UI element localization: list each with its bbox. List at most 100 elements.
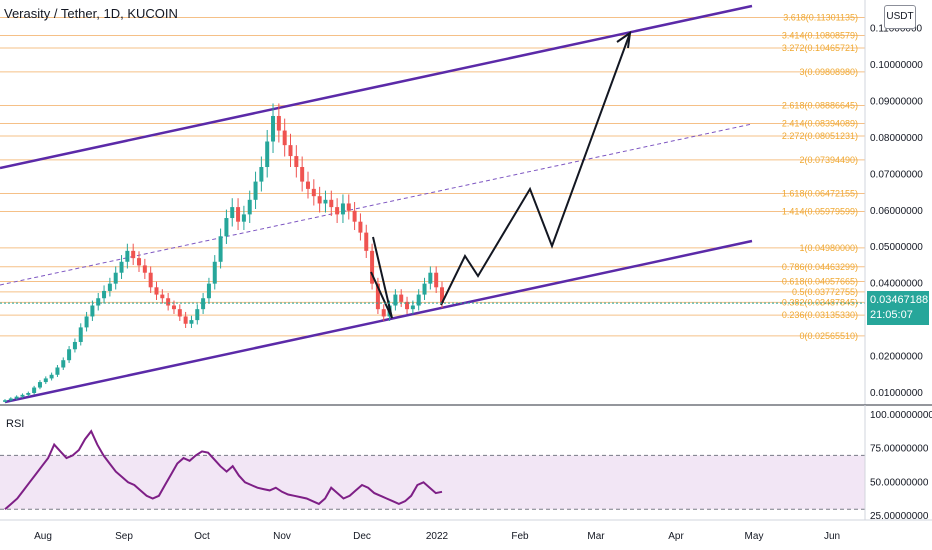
candle-body <box>381 309 386 317</box>
time-tick: 2022 <box>426 531 449 542</box>
time-tick: Aug <box>34 531 52 542</box>
time-tick: Mar <box>587 531 605 542</box>
price-tick: 0.11000000 <box>870 24 923 35</box>
candle-body <box>370 250 375 284</box>
candle-body <box>364 232 369 251</box>
rsi-tick: 75.00000000 <box>870 444 929 455</box>
candle-body <box>84 316 89 328</box>
candle-body <box>189 320 194 324</box>
candle-body <box>247 199 252 215</box>
candle-body <box>72 341 77 350</box>
candle-body <box>137 258 142 266</box>
candle-body <box>125 250 130 262</box>
candle-body <box>236 207 241 222</box>
candle-body <box>8 398 13 401</box>
time-tick: Apr <box>668 531 684 542</box>
price-tick: 0.05000000 <box>870 242 923 253</box>
candle-body <box>37 382 42 388</box>
trend-channel <box>0 4 753 404</box>
candle-body <box>102 290 107 299</box>
candle-body <box>154 287 159 295</box>
candle-body <box>428 272 433 284</box>
time-tick: Dec <box>353 531 371 542</box>
fib-label: 2(0.07394490) <box>799 155 858 165</box>
candle-body <box>218 236 223 262</box>
candle-body <box>113 272 118 284</box>
fib-label: 0(0.02565510) <box>799 331 858 341</box>
candle-body <box>148 272 153 288</box>
candle-body <box>276 115 281 131</box>
rsi-label: RSI <box>6 418 25 430</box>
projection-zigzag <box>370 236 393 319</box>
candle-body <box>212 261 217 284</box>
candle-body <box>171 305 176 310</box>
time-tick: Oct <box>194 531 210 542</box>
projection-line <box>440 32 631 306</box>
fib-label: 3.618(0.11301135) <box>783 13 858 23</box>
price-tick: 0.07000000 <box>870 169 923 180</box>
time-tick: Nov <box>273 531 291 542</box>
candle-body <box>253 181 258 200</box>
fib-label: 0.618(0.04057665) <box>782 277 858 287</box>
rsi-tick: 100.00000000 <box>870 410 932 421</box>
price-tick: 0.09000000 <box>870 96 923 107</box>
candle-body <box>405 301 410 310</box>
candle-body <box>14 396 19 399</box>
channel-mid <box>0 123 753 286</box>
chart-title: Verasity / Tether, 1D, KUCOIN <box>4 6 178 21</box>
fib-label: 3(0.09808980) <box>799 67 858 77</box>
fib-label: 0.236(0.03135330) <box>782 310 858 320</box>
fib-label: 0.786(0.04463299) <box>782 262 858 272</box>
price-axis: 0.11000000 0.10000000 0.09000000 0.08000000… <box>864 0 923 405</box>
candle-body <box>206 283 211 299</box>
fib-label: 1.618(0.06472155) <box>782 189 858 199</box>
rsi-tick: 50.00000000 <box>870 477 929 488</box>
candle-body <box>160 294 165 299</box>
candle-body <box>20 394 25 397</box>
candle-body <box>131 250 136 259</box>
time-tick: Jun <box>824 531 840 542</box>
candle-body <box>346 203 351 211</box>
candle-body <box>26 393 31 395</box>
candle-body <box>311 188 316 197</box>
candle-body <box>317 196 322 204</box>
candle-body <box>3 400 7 402</box>
fib-label: 1(0.04980000) <box>799 243 858 253</box>
candle-body <box>358 221 363 233</box>
candle-body <box>352 210 357 222</box>
candle-body <box>142 265 147 273</box>
candle-body <box>294 156 299 168</box>
candle-body <box>78 327 83 342</box>
price-tick: 0.02000000 <box>870 352 923 363</box>
candle-body <box>107 283 112 291</box>
price-tick: 0.04000000 <box>870 279 923 290</box>
candle-body <box>335 207 340 215</box>
candle-body <box>416 294 421 306</box>
countdown: 21:05:07 <box>870 309 913 321</box>
candle-body <box>282 130 287 146</box>
candle-body <box>288 145 293 157</box>
currency-button[interactable]: USDT <box>884 5 916 29</box>
projection-arrow <box>616 30 632 49</box>
price-tick: 0.10000000 <box>870 60 923 71</box>
candles <box>3 103 444 403</box>
price-tick: 0.08000000 <box>870 133 923 144</box>
channel-upper <box>0 4 753 170</box>
projection-path <box>0 30 865 319</box>
candle-body <box>49 374 54 379</box>
candle-body <box>67 349 72 361</box>
candle-body <box>265 141 270 168</box>
fib-label: 2.414(0.08394089) <box>782 118 858 128</box>
time-tick: Feb <box>511 531 529 542</box>
candle-body <box>340 203 345 215</box>
rsi-line <box>4 429 443 511</box>
channel-lower <box>4 239 753 404</box>
price-tick: 0.06000000 <box>870 206 923 217</box>
candle-body <box>224 218 229 237</box>
candle-body <box>305 181 310 189</box>
candle-body <box>96 298 101 306</box>
fib-label: 1.414(0.05979599) <box>782 206 858 216</box>
current-price: 0.03467188 <box>870 294 929 306</box>
candle-body <box>195 309 200 321</box>
